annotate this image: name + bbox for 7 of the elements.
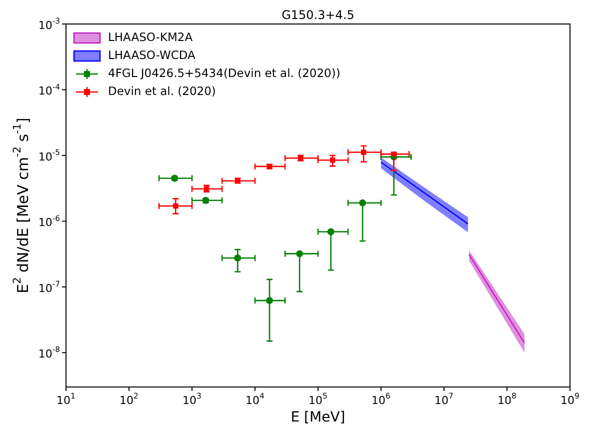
x-axis-title: E [MeV]: [290, 410, 346, 426]
legend-label: LHAASO-WCDA: [108, 48, 196, 62]
y-axis-title: E2 dN/dE [MeV cm-2 s-1]: [12, 118, 32, 294]
chart-title: G150.3+4.5: [282, 8, 354, 22]
legend-label: 4FGL J0426.5+5434(Devin et al. (2020)): [108, 66, 340, 80]
legend-label: LHAASO-KM2A: [108, 30, 193, 44]
legend-label: Devin et al. (2020): [108, 84, 216, 98]
